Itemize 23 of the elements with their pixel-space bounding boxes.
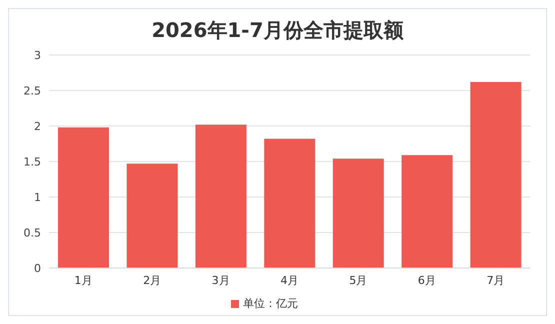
- x-tick-label: 4月: [280, 274, 298, 287]
- x-tick-label: 3月: [212, 274, 230, 287]
- bar: [332, 158, 384, 268]
- bar: [264, 138, 316, 268]
- y-tick-label: 0.5: [24, 226, 41, 240]
- x-tick-label: 2月: [143, 274, 162, 287]
- y-tick-label: 2.5: [24, 84, 41, 98]
- bar: [470, 82, 522, 268]
- x-tick-label: 1月: [74, 274, 92, 287]
- bar: [58, 127, 109, 268]
- y-tick-label: 2: [34, 120, 41, 133]
- y-tick-label: 0: [34, 262, 41, 275]
- chart-title: 2026年1-7月份全市提取额: [150, 17, 404, 44]
- bar: [126, 164, 178, 268]
- bar: [402, 155, 453, 268]
- x-tick-label: 7月: [486, 274, 505, 287]
- x-tick-label: 6月: [418, 274, 436, 287]
- x-tick-label: 5月: [349, 274, 368, 287]
- y-tick-label: 1: [34, 190, 41, 204]
- y-tick-label: 3: [34, 48, 41, 62]
- y-tick-label: 1.5: [24, 155, 41, 168]
- bar: [195, 124, 246, 268]
- legend-label: 单位：亿元: [243, 297, 298, 310]
